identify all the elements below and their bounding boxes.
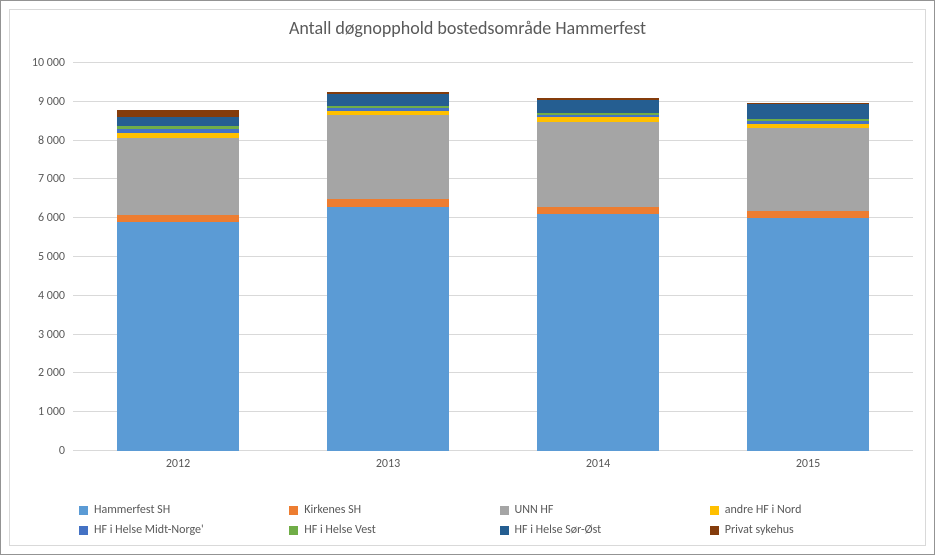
- bar-segment: [747, 128, 869, 211]
- bar-segment: [327, 199, 449, 207]
- bar-segment: [327, 115, 449, 198]
- y-tick-label: 4 000: [38, 289, 73, 303]
- legend-item: andre HF i Nord: [704, 500, 914, 520]
- bar-segment: [537, 117, 659, 121]
- bar-segment: [117, 133, 239, 138]
- y-tick-label: 9 000: [38, 95, 73, 109]
- legend-swatch: [500, 506, 509, 515]
- legend-label: andre HF i Nord: [725, 503, 802, 517]
- bar-segment: [117, 129, 239, 133]
- bar-segment: [747, 124, 869, 128]
- bar-segment: [117, 138, 239, 216]
- legend-swatch: [289, 506, 298, 515]
- bar-segment: [327, 106, 449, 108]
- y-tick-label: 1 000: [38, 405, 73, 419]
- legend-item: Hammerfest SH: [73, 500, 283, 520]
- x-tick-label: 2015: [796, 451, 820, 471]
- legend-swatch: [710, 526, 719, 535]
- bar-segment: [537, 207, 659, 214]
- bar-group: [117, 63, 239, 451]
- bar-segment: [747, 104, 869, 119]
- y-tick-label: 7 000: [38, 172, 73, 186]
- legend-item: UNN HF: [494, 500, 704, 520]
- bar-segment: [747, 103, 869, 105]
- x-tick-label: 2013: [376, 451, 400, 471]
- legend-item: HF i Helse Vest: [283, 520, 493, 540]
- bar-segment: [537, 100, 659, 112]
- bar-segment: [117, 222, 239, 451]
- bar-segment: [537, 115, 659, 118]
- legend-label: HF i Helse Vest: [304, 523, 376, 537]
- bar-segment: [537, 113, 659, 115]
- bar-segment: [327, 92, 449, 94]
- bar-segment: [327, 108, 449, 111]
- bar-segment: [117, 110, 239, 118]
- y-tick-label: 3 000: [38, 328, 73, 342]
- chart-container: Antall døgnopphold bostedsområde Hammerf…: [0, 0, 935, 555]
- legend-item: Privat sykehus: [704, 520, 914, 540]
- legend-label: UNN HF: [515, 503, 554, 517]
- bar-segment: [117, 215, 239, 222]
- legend-label: Hammerfest SH: [94, 503, 170, 517]
- x-tick-label: 2012: [166, 451, 190, 471]
- legend-label: HF i Helse Midt-Norge': [94, 523, 204, 537]
- legend-swatch: [289, 526, 298, 535]
- plot-area: 01 0002 0003 0004 0005 0006 0007 0008 00…: [73, 63, 913, 451]
- legend-label: HF i Helse Sør-Øst: [515, 523, 602, 537]
- y-tick-label: 0: [59, 444, 73, 458]
- legend-swatch: [710, 506, 719, 515]
- bar-group: [327, 63, 449, 451]
- y-tick-label: 10 000: [32, 56, 73, 70]
- bar-segment: [747, 218, 869, 451]
- bar-segment: [327, 111, 449, 115]
- legend-item: HF i Helse Midt-Norge': [73, 520, 283, 540]
- bar-segment: [747, 121, 869, 124]
- bar-segment: [117, 126, 239, 129]
- bar-segment: [117, 117, 239, 126]
- legend-swatch: [79, 506, 88, 515]
- legend-item: HF i Helse Sør-Øst: [494, 520, 704, 540]
- y-tick-label: 5 000: [38, 250, 73, 264]
- legend-item: Kirkenes SH: [283, 500, 493, 520]
- bar-segment: [327, 94, 449, 106]
- bar-segment: [537, 98, 659, 100]
- bar-segment: [537, 122, 659, 207]
- legend: Hammerfest SH Kirkenes SH UNN HF andre HF i…: [73, 500, 914, 540]
- y-tick-label: 8 000: [38, 134, 73, 148]
- bar-segment: [747, 211, 869, 218]
- bar-segment: [537, 214, 659, 451]
- y-tick-label: 6 000: [38, 211, 73, 225]
- legend-label: Kirkenes SH: [304, 503, 361, 517]
- bar-group: [537, 63, 659, 451]
- legend-swatch: [79, 526, 88, 535]
- bar-segment: [747, 119, 869, 121]
- y-tick-label: 2 000: [38, 366, 73, 380]
- x-tick-label: 2014: [586, 451, 610, 471]
- bar-segment: [327, 207, 449, 451]
- legend-swatch: [500, 526, 509, 535]
- bar-group: [747, 63, 869, 451]
- legend-label: Privat sykehus: [725, 523, 794, 537]
